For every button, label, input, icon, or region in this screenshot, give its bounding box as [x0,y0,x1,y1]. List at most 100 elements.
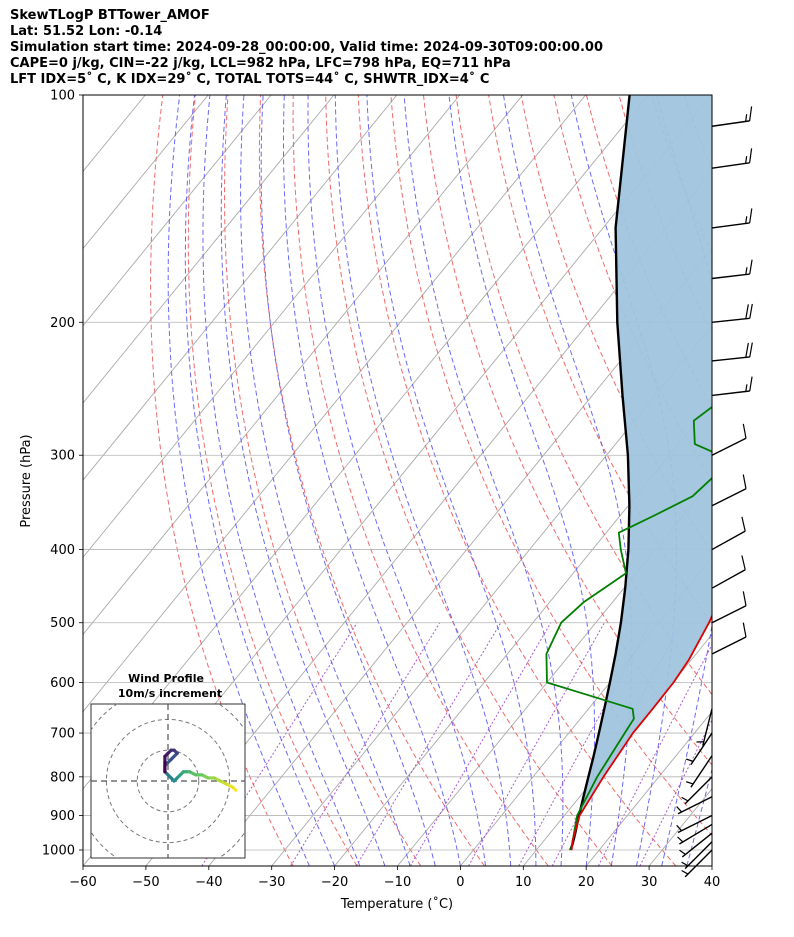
dry-adiabat-line [749,95,794,866]
hodograph-ring [136,749,200,813]
x-tick-label: −40 [195,875,222,890]
barb-half-feather [681,869,689,875]
mixing-ratio-line [468,622,605,866]
hodograph-title: Wind Profile [128,672,204,685]
y-axis-label: Pressure (hPa) [19,434,34,527]
moist-adiabat-line [403,95,564,866]
barb-half-feather [745,114,748,122]
x-tick-label: −20 [321,875,348,890]
temperature-line [570,613,712,851]
wind-barb [711,106,753,127]
barb-half-feather [745,267,748,275]
moist-adiabat-line [167,95,310,866]
y-tick-label: 600 [50,676,75,691]
chart-header: SkewTLogP BTTower_AMOF Lat: 51.52 Lon: -… [10,8,780,88]
barb-staff [684,841,713,870]
barb-feather [742,423,747,439]
wind-barb [711,376,753,397]
barb-staff [711,273,750,280]
simulation-time-line: Simulation start time: 2024-09-28_00:00:… [10,40,603,55]
x-axis-ticks: −60 −50 −40 −30 −20 −10 0 10 20 30 40 [69,866,720,890]
mixing-ratio-line [409,622,552,866]
barb-half-feather [745,384,748,392]
barb-staff [711,569,746,589]
dry-adiabat-line [455,95,712,696]
barb-staff [711,488,747,507]
isotherm-line [83,95,398,481]
barb-feather [742,591,747,606]
barb-feather [749,376,753,392]
moist-adiabat-line [503,95,633,866]
wind-barb [711,259,753,280]
y-tick-label: 700 [50,727,75,742]
thermo-indices-line: LFT IDX=5˚ C, K IDX=29˚ C, TOTAL TOTS=44… [10,72,490,87]
wind-barb [711,516,746,551]
wind-barb [679,832,713,858]
dry-adiabat-line [325,95,613,866]
barb-staff [702,708,713,746]
dry-adiabat-line [223,95,422,866]
barb-staff [711,317,750,323]
parcel-line [569,95,631,851]
wind-barb [686,755,713,788]
barb-feather [749,106,753,121]
x-axis-label: Temperature (˚C) [340,896,453,912]
barb-feather [741,555,746,570]
profile-lines [545,95,712,851]
wind-barb [676,814,713,834]
isotherm-line [334,402,712,866]
barb-feather [741,516,746,532]
barb-staff [711,222,750,229]
moist-adiabat-line [202,95,361,866]
x-tick-label: 0 [456,875,464,890]
isotherm-line [208,247,712,866]
wind-barb [681,841,713,870]
wind-barb [711,622,747,655]
barb-staff [711,605,747,624]
hodograph-subtitle: 10m/s increment [118,687,222,700]
moist-adiabat-line [240,95,411,866]
wind-barb [681,849,713,878]
barb-feather [749,208,753,224]
wind-barb [686,732,713,766]
isotherm-line [711,865,712,866]
wind-barb [681,776,713,805]
dry-adiabat-line [488,95,712,625]
isotherm-line [271,325,712,866]
barb-half-feather [745,216,748,224]
moist-adiabat-line [334,95,512,866]
barb-feather [745,342,749,358]
cin-shaded-area [570,95,712,850]
dewpoint-line [545,405,712,851]
barb-feather [745,304,749,319]
dry-adiabat-line [150,95,294,866]
barb-staff [690,732,713,766]
mixing-ratio-line [597,643,712,866]
wind-barb [711,591,747,624]
mixing-ratio-line [355,622,502,866]
barb-half-feather [676,824,683,832]
barb-feather [749,303,753,319]
barb-staff [711,162,750,169]
y-tick-label: 100 [50,89,75,104]
isotherm-line [83,95,272,327]
isotherm-line [83,95,524,636]
barb-staff [711,437,747,456]
barb-half-feather [681,861,689,867]
isotherm-line [83,95,586,713]
moist-adiabat-line [307,95,487,866]
barb-staff [690,755,713,788]
dry-adiabat-line [292,95,549,866]
barb-half-feather [677,836,684,843]
barb-feather [742,474,747,489]
x-tick-label: 40 [704,875,721,890]
x-tick-label: −60 [69,875,96,890]
barb-staff [711,356,750,362]
barb-staff [711,636,747,655]
wind-barb [711,555,746,589]
y-axis-ticks: 1000 900 800 700 600 500 400 300 200 100 [42,89,83,859]
hodograph-inset: Wind Profile 10m/s increment [90,672,246,859]
hodograph-plot-area [91,704,245,858]
barb-feather [749,148,753,163]
